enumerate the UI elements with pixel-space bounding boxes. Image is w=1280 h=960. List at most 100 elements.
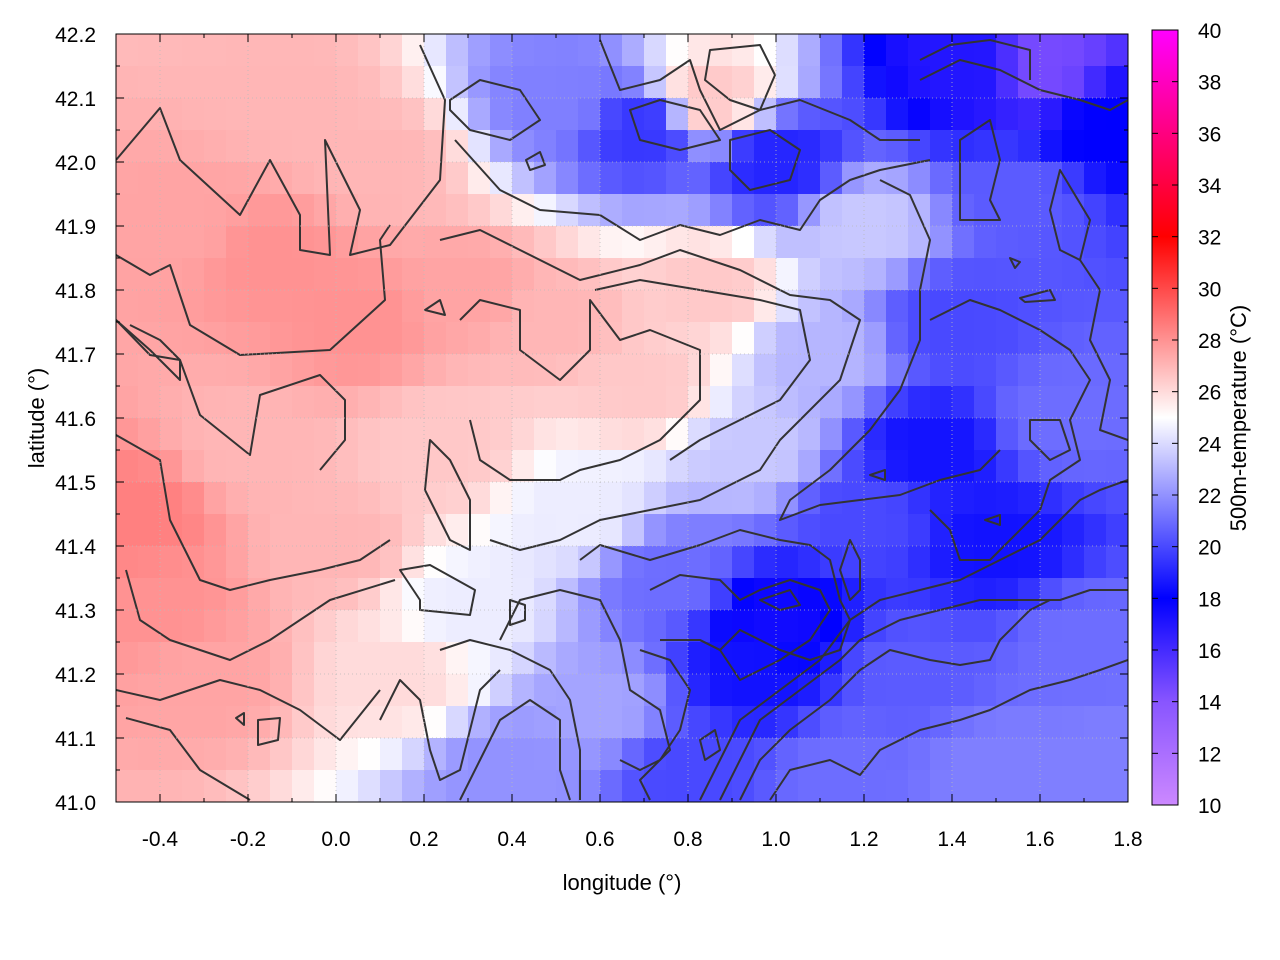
- heat-cell: [204, 290, 227, 323]
- heat-cell: [1018, 354, 1041, 387]
- heat-cell: [798, 674, 821, 707]
- heat-cell: [776, 194, 799, 227]
- heat-cell: [534, 418, 557, 451]
- heat-cell: [1018, 290, 1041, 323]
- heat-cell: [160, 386, 183, 419]
- heat-cell: [666, 354, 689, 387]
- contour-line: [1079, 259, 1128, 441]
- y-tick-label: 41.4: [55, 536, 96, 559]
- heat-cell: [138, 418, 161, 451]
- heat-cell: [204, 66, 227, 99]
- heat-cell: [820, 130, 843, 163]
- heat-cell: [820, 770, 843, 802]
- heat-cell: [380, 578, 403, 611]
- heat-cell: [1106, 674, 1128, 707]
- heat-cell: [402, 258, 425, 291]
- heat-cell: [292, 674, 315, 707]
- heat-cell: [116, 706, 139, 739]
- contour-line: [116, 224, 391, 356]
- heat-cell: [116, 642, 139, 675]
- heat-cell: [886, 450, 909, 483]
- heat-cell: [710, 386, 733, 419]
- y-tick-label: 41.3: [55, 600, 96, 623]
- heat-cell: [160, 642, 183, 675]
- heat-cell: [512, 514, 535, 547]
- heat-cell: [930, 354, 953, 387]
- heat-cell: [270, 514, 293, 547]
- heat-cell: [204, 386, 227, 419]
- heat-cell: [116, 258, 139, 291]
- heat-cell: [446, 482, 469, 515]
- heat-cell: [358, 610, 381, 643]
- heat-cell: [534, 98, 557, 131]
- contour-line: [454, 139, 931, 241]
- heat-cell: [226, 642, 249, 675]
- colorbar-tick-label: 10: [1198, 795, 1221, 818]
- heat-cell: [996, 450, 1019, 483]
- heat-cell: [336, 162, 359, 195]
- heat-cell: [776, 34, 799, 67]
- contour-line: [116, 319, 181, 381]
- heat-cell: [578, 66, 601, 99]
- heat-cell: [798, 578, 821, 611]
- heat-cell: [380, 450, 403, 483]
- heat-cell: [578, 482, 601, 515]
- heat-cell: [886, 258, 909, 291]
- heat-cell: [424, 482, 447, 515]
- heat-cell: [622, 66, 645, 99]
- heat-cell: [974, 482, 997, 515]
- heat-cell: [182, 610, 205, 643]
- heat-cell: [160, 66, 183, 99]
- heat-cell: [468, 546, 491, 579]
- heat-cell: [292, 66, 315, 99]
- heat-cell: [446, 290, 469, 323]
- heat-cell: [358, 418, 381, 451]
- heat-cell: [578, 450, 601, 483]
- heat-cell: [314, 706, 337, 739]
- heat-cell: [468, 34, 491, 67]
- heat-cell: [842, 674, 865, 707]
- contour-line: [116, 434, 391, 591]
- heat-cell: [1018, 66, 1041, 99]
- x-tick-label: -0.4: [142, 828, 179, 851]
- heat-cell: [996, 194, 1019, 227]
- heat-cell: [578, 674, 601, 707]
- heat-cell: [292, 450, 315, 483]
- heat-cell: [358, 354, 381, 387]
- heat-cell: [1062, 66, 1085, 99]
- colorbar-tick-label: 14: [1198, 692, 1222, 715]
- heat-cell: [226, 162, 249, 195]
- heat-cell: [952, 418, 975, 451]
- heat-cell: [886, 194, 909, 227]
- heat-cell: [798, 258, 821, 291]
- heat-cell: [1084, 162, 1107, 195]
- heat-cell: [842, 514, 865, 547]
- y-tick-label: 41.6: [55, 408, 96, 431]
- heat-cell: [996, 706, 1019, 739]
- heat-cell: [1040, 226, 1063, 259]
- heat-cell: [644, 642, 667, 675]
- heat-cell: [1062, 514, 1085, 547]
- heat-cell: [666, 162, 689, 195]
- heat-cell: [974, 386, 997, 419]
- heat-cell: [336, 354, 359, 387]
- heat-cell: [512, 450, 535, 483]
- heat-cell: [776, 258, 799, 291]
- heat-cell: [930, 738, 953, 771]
- heat-cell: [644, 514, 667, 547]
- heat-cell: [468, 162, 491, 195]
- heat-cell: [138, 578, 161, 611]
- heat-cell: [248, 354, 271, 387]
- heat-cell: [1106, 642, 1128, 675]
- heat-cell: [908, 34, 931, 67]
- heat-cell: [138, 34, 161, 67]
- heat-cell: [446, 354, 469, 387]
- heat-cell: [248, 770, 271, 802]
- heat-cell: [842, 66, 865, 99]
- contour-line: [439, 639, 581, 800]
- heat-cell: [798, 610, 821, 643]
- heat-cell: [424, 770, 447, 802]
- heat-cell: [820, 194, 843, 227]
- heat-cell: [226, 130, 249, 163]
